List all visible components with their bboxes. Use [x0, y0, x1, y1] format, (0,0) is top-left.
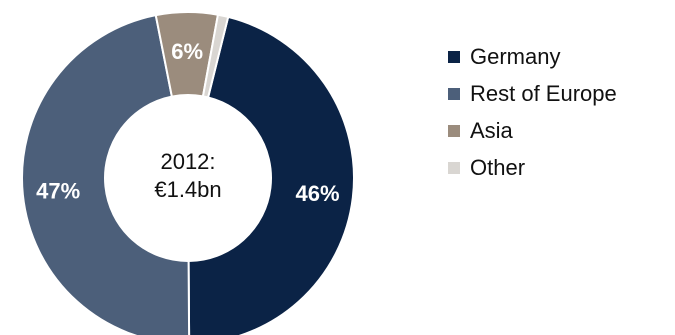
slice-label-asia: 6%: [171, 39, 203, 64]
donut-hole: [105, 95, 271, 261]
donut-center-label: 2012: €1.4bn: [118, 148, 258, 204]
legend-label-germany: Germany: [470, 43, 561, 69]
legend-item-rest-of-europe: Rest of Europe: [448, 75, 617, 112]
legend-swatch-rest-of-europe: [448, 87, 460, 100]
legend: Germany Rest of Europe Asia Other: [448, 38, 617, 186]
legend-item-germany: Germany: [448, 38, 617, 75]
center-label-total: €1.4bn: [154, 177, 222, 202]
slice-label-other: 1%: [219, 0, 251, 3]
center-label-year: 2012:: [160, 149, 216, 174]
donut-slice-rest-of-europe: [21, 13, 191, 335]
legend-label-rest-of-europe: Rest of Europe: [470, 80, 617, 106]
legend-label-other: Other: [470, 154, 526, 180]
legend-swatch-germany: [448, 50, 460, 63]
donut-slice-other: [201, 13, 230, 99]
legend-swatch-asia: [448, 124, 460, 137]
slice-label-rest-of-europe: 47%: [36, 179, 80, 204]
legend-swatch-other: [448, 161, 460, 174]
legend-item-other: Other: [448, 149, 617, 186]
legend-label-asia: Asia: [470, 117, 513, 143]
legend-item-asia: Asia: [448, 112, 617, 149]
donut-slice-germany: [187, 15, 355, 335]
slice-label-germany: 46%: [296, 181, 340, 206]
